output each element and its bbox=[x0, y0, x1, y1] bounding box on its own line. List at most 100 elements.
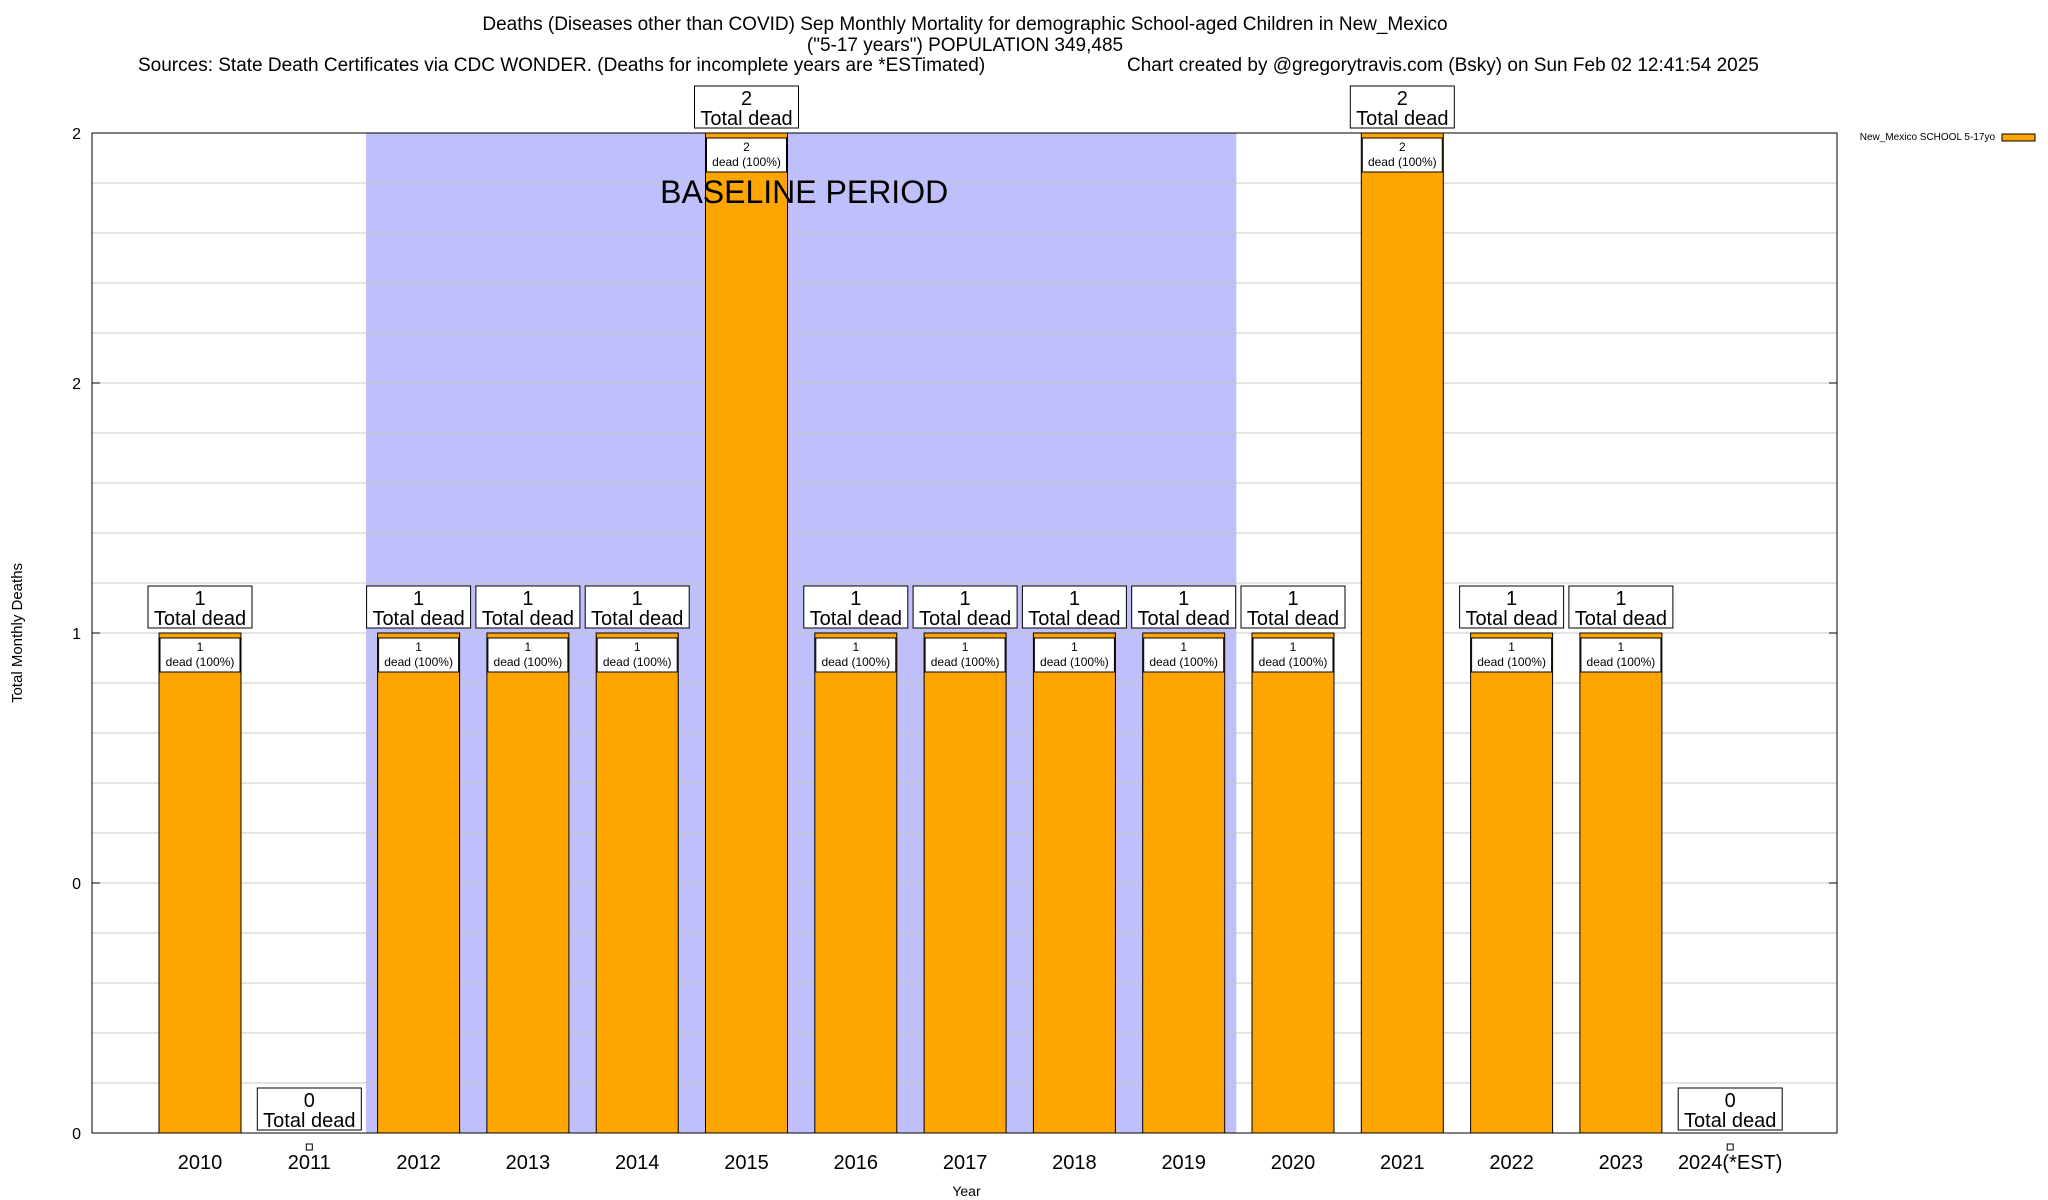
total-label-box bbox=[803, 585, 909, 629]
inner-label-text: dead (100%) bbox=[931, 655, 1000, 669]
total-label-box bbox=[1349, 85, 1455, 129]
inner-label-text: dead (100%) bbox=[1477, 655, 1546, 669]
total-label-box bbox=[912, 585, 1018, 629]
total-label-value: 1 bbox=[1178, 588, 1189, 610]
bar bbox=[923, 632, 1007, 1134]
total-label-box bbox=[475, 585, 581, 629]
inner-label-text: dead (100%) bbox=[821, 655, 890, 669]
inner-label-value: 1 bbox=[1508, 640, 1515, 654]
y-tick-label: 1 bbox=[72, 626, 81, 643]
inner-label-text: dead (100%) bbox=[384, 655, 453, 669]
inner-label-text: dead (100%) bbox=[494, 655, 563, 669]
total-label-value: 1 bbox=[1287, 588, 1298, 610]
axes-layer: 2010 2011 2012 2013 2014 2015 2016 2017 2018 2019… bbox=[9, 126, 1838, 1199]
x-axis-title: Year bbox=[952, 1183, 981, 1199]
baseline-label: BASELINE PERIOD bbox=[660, 174, 948, 210]
inner-label-value: 2 bbox=[1399, 140, 1406, 154]
total-label-text: Total dead bbox=[700, 108, 792, 130]
total-label-value: 1 bbox=[632, 588, 643, 610]
bar bbox=[595, 632, 679, 1134]
x-tick-label: 2015 bbox=[724, 1152, 769, 1174]
x-tick-label: 2010 bbox=[178, 1152, 223, 1174]
bar bbox=[1251, 632, 1335, 1134]
y-tick-label: 0 bbox=[72, 876, 81, 893]
inner-label-box bbox=[1580, 637, 1662, 673]
total-label-text: Total dead bbox=[1465, 608, 1557, 630]
inner-label-text: dead (100%) bbox=[1259, 655, 1328, 669]
bars-layer bbox=[158, 132, 1734, 1151]
y-tick-label: 0 bbox=[72, 1126, 81, 1143]
inner-label-value: 1 bbox=[1071, 640, 1078, 654]
inner-label-text: dead (100%) bbox=[603, 655, 672, 669]
inner-label-box bbox=[487, 637, 569, 673]
chart-title-line1: Deaths (Diseases other than COVID) Sep M… bbox=[482, 14, 1448, 35]
x-tick-label: 2013 bbox=[506, 1152, 551, 1174]
total-label-box bbox=[1459, 585, 1565, 629]
total-label-value: 1 bbox=[413, 588, 424, 610]
bar bbox=[486, 632, 570, 1134]
total-label-text: Total dead bbox=[1356, 108, 1448, 130]
total-label-value: 0 bbox=[1725, 1090, 1736, 1112]
inner-label-value: 1 bbox=[197, 640, 204, 654]
chart-credit: Chart created by @gregorytravis.com (Bsk… bbox=[1127, 55, 1759, 76]
y-axis-title: Total Monthly Deaths bbox=[9, 563, 26, 703]
total-label-text: Total dead bbox=[372, 608, 464, 630]
total-label-box bbox=[366, 585, 472, 629]
x-tick-label: 2023 bbox=[1599, 1152, 1644, 1174]
inner-label-value: 1 bbox=[525, 640, 532, 654]
bar bbox=[1470, 632, 1554, 1134]
inner-label-box bbox=[1143, 637, 1225, 673]
total-label-value: 2 bbox=[1397, 88, 1408, 110]
x-tick-label: 2016 bbox=[834, 1152, 879, 1174]
inner-label-box bbox=[1471, 637, 1553, 673]
inner-label-value: 1 bbox=[1290, 640, 1297, 654]
legend-label: New_Mexico SCHOOL 5-17yo bbox=[1860, 132, 1996, 143]
bar bbox=[1142, 632, 1226, 1134]
inner-label-box bbox=[924, 637, 1006, 673]
inner-label-value: 1 bbox=[852, 640, 859, 654]
inner-label-text: dead (100%) bbox=[1149, 655, 1218, 669]
total-label-box bbox=[584, 585, 690, 629]
bar bbox=[377, 632, 461, 1134]
x-tick-label: 2019 bbox=[1161, 1152, 1206, 1174]
bar bbox=[1032, 632, 1116, 1134]
total-label-value: 2 bbox=[741, 88, 752, 110]
total-label-value: 0 bbox=[304, 1090, 315, 1112]
total-label-text: Total dead bbox=[1028, 608, 1120, 630]
total-label-text: Total dead bbox=[263, 1110, 355, 1132]
inner-label-box bbox=[1361, 137, 1443, 173]
x-tick-label: 2011 bbox=[288, 1152, 331, 1174]
zero-marker bbox=[305, 1143, 313, 1151]
bar bbox=[814, 632, 898, 1134]
inner-label-text: dead (100%) bbox=[166, 655, 235, 669]
total-label-box bbox=[1131, 585, 1237, 629]
inner-label-value: 1 bbox=[962, 640, 969, 654]
inner-label-value: 1 bbox=[634, 640, 641, 654]
chart-title-line2: ("5-17 years") POPULATION 349,485 bbox=[806, 35, 1124, 56]
total-label-text: Total dead bbox=[919, 608, 1011, 630]
total-label-text: Total dead bbox=[1575, 608, 1667, 630]
inner-label-value: 1 bbox=[1180, 640, 1187, 654]
zero-marker bbox=[1726, 1143, 1734, 1151]
inner-label-box bbox=[815, 637, 897, 673]
total-label-value: 1 bbox=[1615, 588, 1626, 610]
total-label-box bbox=[1568, 585, 1674, 629]
total-label-text: Total dead bbox=[482, 608, 574, 630]
x-tick-label: 2024(*EST) bbox=[1678, 1152, 1783, 1174]
total-label-box bbox=[147, 585, 253, 629]
inner-label-text: dead (100%) bbox=[1368, 155, 1437, 169]
x-tick-label: 2022 bbox=[1489, 1152, 1534, 1174]
total-label-box bbox=[1677, 1087, 1783, 1131]
x-tick-label: 2017 bbox=[943, 1152, 988, 1174]
inner-label-text: dead (100%) bbox=[1587, 655, 1656, 669]
inner-label-value: 2 bbox=[743, 140, 750, 154]
total-label-text: Total dead bbox=[154, 608, 246, 630]
total-label-value: 1 bbox=[1069, 588, 1080, 610]
total-label-value: 1 bbox=[522, 588, 533, 610]
inner-label-box bbox=[378, 637, 460, 673]
total-label-value: 1 bbox=[960, 588, 971, 610]
inner-label-box bbox=[1252, 637, 1334, 673]
total-label-box bbox=[1021, 585, 1127, 629]
bar bbox=[1579, 632, 1663, 1134]
